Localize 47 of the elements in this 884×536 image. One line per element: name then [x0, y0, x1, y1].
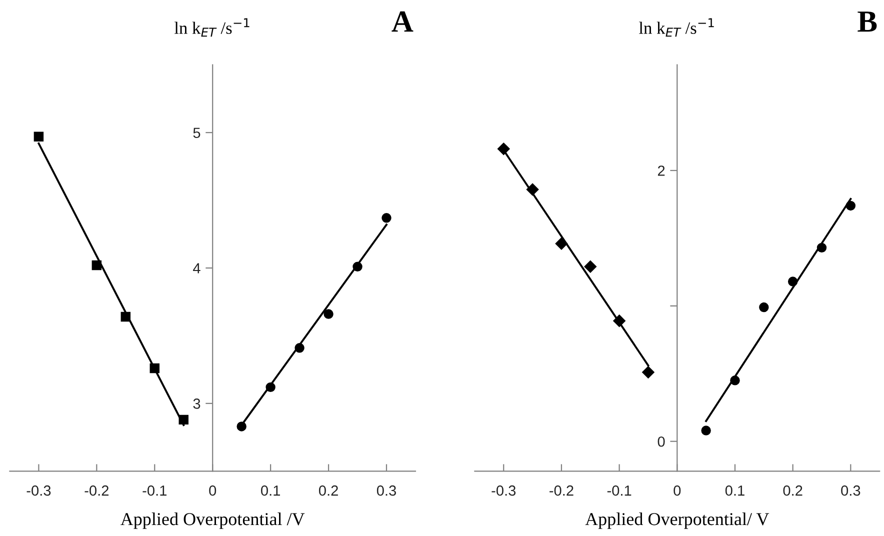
x-tick-label: 0.2	[783, 485, 802, 496]
point	[266, 382, 276, 392]
y-tick-label: 4	[193, 263, 200, 274]
y-tick-label: 2	[658, 166, 665, 176]
point	[613, 314, 626, 327]
x-tick-label: 0.1	[261, 485, 280, 496]
x-tick-label: -0.1	[607, 485, 632, 496]
point	[150, 363, 160, 374]
x-tick-label: -0.2	[84, 485, 109, 496]
point	[324, 309, 334, 319]
point	[236, 422, 246, 432]
point	[526, 183, 539, 196]
point	[294, 343, 304, 353]
point	[92, 260, 102, 270]
point	[642, 366, 654, 378]
x-tick-label: 0	[674, 485, 681, 496]
x-tick-label: 0	[209, 485, 216, 496]
x-tick-label: 0.3	[841, 485, 860, 496]
chart-title: A	[392, 11, 414, 32]
y-tick-label: 3	[193, 398, 200, 409]
x-axis-title: Applied Overpotential /V	[120, 512, 305, 529]
point	[178, 414, 188, 425]
x-tick-label: -0.3	[26, 485, 51, 496]
x-tick-label: -0.2	[550, 485, 574, 496]
x-tick-label: 0.2	[318, 485, 338, 496]
point	[701, 426, 711, 436]
point	[584, 260, 596, 273]
y-axis-title: ln k$_{ET}$ /s$^{−1}$	[639, 18, 714, 37]
y-axis-title: ln k$_{ET}$ /s$^{−1}$	[174, 18, 250, 37]
point	[788, 276, 798, 286]
point	[34, 132, 44, 142]
x-tick-label: 0.1	[725, 485, 744, 496]
x-tick-label: 0.3	[376, 485, 396, 496]
point	[816, 242, 827, 253]
point	[846, 200, 856, 211]
chart-title: B	[858, 12, 877, 32]
point	[730, 376, 740, 386]
point	[120, 312, 131, 322]
y-tick-label: 5	[193, 128, 200, 138]
x-axis-title: Applied Overpotential/ V	[585, 512, 770, 529]
point	[555, 238, 568, 250]
point	[759, 302, 769, 312]
point	[498, 142, 510, 155]
point	[382, 213, 392, 223]
x-tick-label: -0.3	[492, 485, 516, 496]
x-tick-label: -0.1	[142, 485, 166, 496]
point	[352, 262, 362, 272]
